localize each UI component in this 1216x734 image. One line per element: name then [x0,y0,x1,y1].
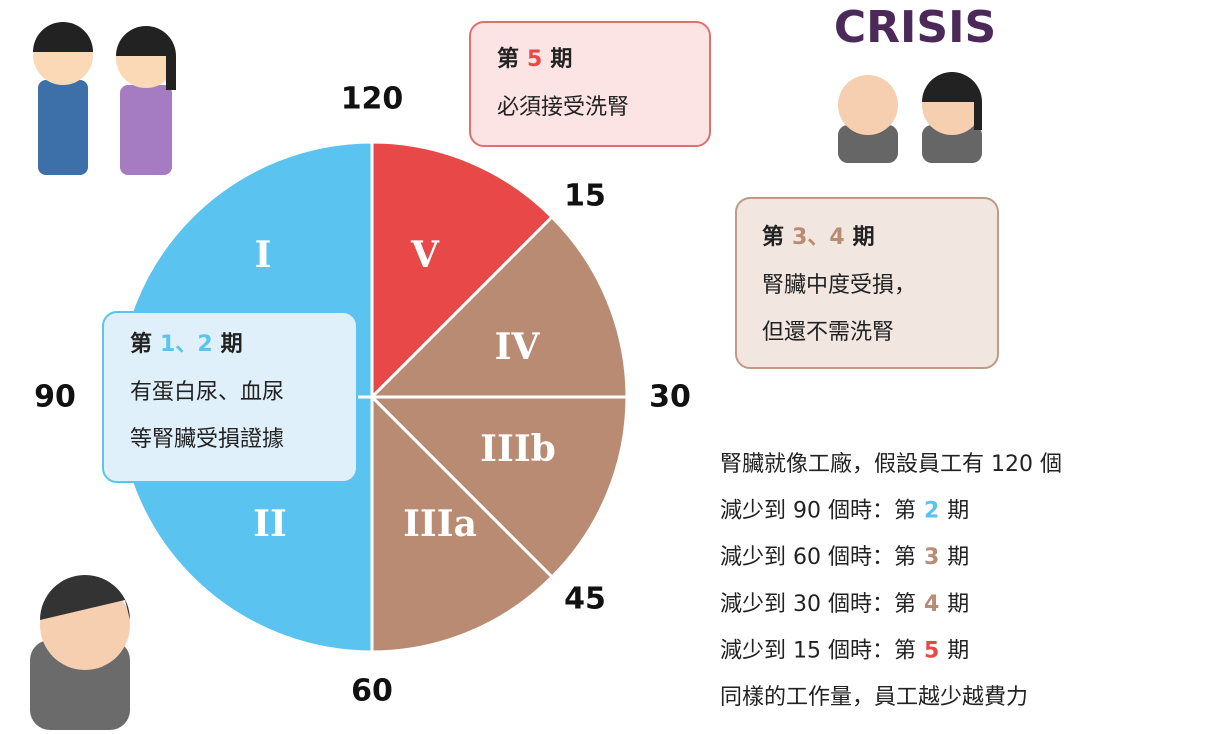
note-text: 減少到 30 個時：第 [720,592,916,617]
segment-label: V [410,234,440,276]
callout-line: 等腎臟受損證據 [130,427,284,452]
segment-label: IV [495,326,541,368]
callout-prefix: 第 [762,224,784,250]
note-text: 同樣的工作量，員工越少越費力 [720,685,1028,710]
callout-suffix: 期 [853,225,875,250]
note-text: 減少到 60 個時：第 [720,545,916,570]
dial-label: 120 [341,82,404,117]
note-num: 5 [924,638,939,663]
note-suffix: 期 [947,545,969,570]
note-line: 腎臟就像工廠，假設員工有 120 個 [720,452,1062,477]
callout-suffix: 期 [550,47,572,72]
callout-line: 但還不需洗腎 [762,320,894,345]
callout-suffix: 期 [221,332,243,357]
callout-num: 1、2 [160,332,213,357]
callout-heading: 第 3、4 期 [762,224,875,250]
dial-label: 60 [351,674,393,709]
note-num: 2 [924,499,939,524]
dial-label: 15 [564,179,606,214]
segment-label: I [255,234,272,276]
segment-label: II [253,503,287,545]
callout-line: 腎臟中度受損， [762,273,916,298]
callout-line: 有蛋白尿、血尿 [130,380,284,405]
callout-num: 3、4 [792,225,845,250]
note-num: 4 [924,592,939,617]
note-text: 減少到 90 個時：第 [720,499,916,524]
callout-heading: 第 1、2 期 [130,331,243,357]
callout-line: 必須接受洗腎 [497,95,629,120]
dial-label: 30 [649,380,691,415]
callout-num: 5 [527,47,542,72]
note-line: 同樣的工作量，員工越少越費力 [720,685,1028,710]
segment-label: IIIb [480,428,556,470]
callout-prefix: 第 [130,331,152,357]
note-num: 3 [924,545,939,570]
note-suffix: 期 [947,638,969,663]
segment-label: IIIa [403,503,477,545]
dial-label: 90 [34,380,76,415]
callout-box [470,22,710,146]
couple-illustration [33,22,176,175]
note-text: 減少到 15 個時：第 [720,638,916,663]
crisis-text: CRISIS [834,2,996,53]
note-suffix: 期 [947,592,969,617]
callout-prefix: 第 [497,46,519,72]
note-text: 腎臟就像工廠，假設員工有 120 個 [720,452,1062,477]
note-suffix: 期 [947,499,969,524]
tired-illustration [30,575,130,730]
dial-label: 45 [564,582,606,617]
page: 120 15 30 45 60 90 I V IV IIIb IIIa II C… [0,0,1216,734]
crisis-illustration: CRISIS [834,2,996,163]
